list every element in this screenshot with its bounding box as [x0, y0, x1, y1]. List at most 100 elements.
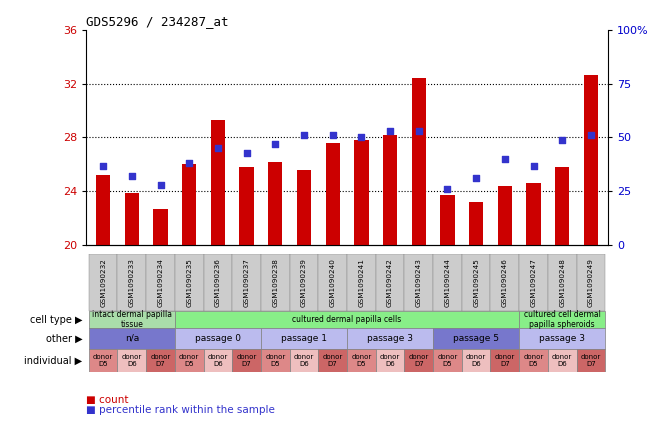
Bar [519, 349, 548, 372]
Bar [347, 349, 375, 372]
Text: GDS5296 / 234287_at: GDS5296 / 234287_at [86, 16, 229, 28]
Bar [146, 254, 175, 310]
Bar [319, 349, 347, 372]
Bar [462, 349, 490, 372]
Bar [325, 143, 340, 245]
Text: n/a: n/a [125, 334, 139, 343]
Bar [555, 167, 569, 245]
Text: passage 3: passage 3 [539, 334, 585, 343]
Point [299, 132, 309, 139]
Text: passage 1: passage 1 [281, 334, 327, 343]
Point [356, 134, 367, 141]
Text: donor
D6: donor D6 [294, 354, 314, 367]
Bar [297, 170, 311, 245]
Bar [175, 254, 204, 310]
Bar [96, 175, 110, 245]
Bar [576, 254, 605, 310]
Bar [498, 186, 512, 245]
Point [528, 162, 539, 169]
Bar [89, 328, 175, 349]
Text: donor
D5: donor D5 [179, 354, 200, 367]
Bar [576, 349, 605, 372]
Bar [290, 349, 319, 372]
Bar [204, 349, 232, 372]
Text: GSM1090242: GSM1090242 [387, 258, 393, 307]
Bar [146, 349, 175, 372]
Text: donor
D7: donor D7 [581, 354, 601, 367]
Bar [412, 78, 426, 245]
Bar [433, 254, 462, 310]
Text: donor
D5: donor D5 [265, 354, 286, 367]
Bar [526, 183, 541, 245]
Bar [261, 349, 290, 372]
Point [471, 175, 481, 182]
Text: donor
D5: donor D5 [438, 354, 457, 367]
Bar [440, 195, 455, 245]
Text: GSM1090243: GSM1090243 [416, 258, 422, 307]
Bar [175, 349, 204, 372]
Bar [548, 349, 576, 372]
Point [500, 156, 510, 162]
Bar [319, 254, 347, 310]
Text: GSM1090238: GSM1090238 [272, 258, 278, 307]
Bar [490, 254, 519, 310]
Text: other ▶: other ▶ [46, 333, 83, 343]
Text: donor
D6: donor D6 [552, 354, 572, 367]
Text: donor
D6: donor D6 [380, 354, 400, 367]
Text: GSM1090248: GSM1090248 [559, 258, 565, 307]
Text: donor
D7: donor D7 [151, 354, 171, 367]
Bar [490, 349, 519, 372]
Text: cultured dermal papilla cells: cultured dermal papilla cells [292, 315, 402, 324]
Text: GSM1090240: GSM1090240 [330, 258, 336, 307]
Bar [548, 254, 576, 310]
Text: GSM1090249: GSM1090249 [588, 258, 594, 307]
Text: donor
D7: donor D7 [494, 354, 515, 367]
Bar [375, 349, 405, 372]
Bar [433, 349, 462, 372]
Text: GSM1090234: GSM1090234 [157, 258, 163, 307]
Point [241, 149, 252, 156]
Text: GSM1090246: GSM1090246 [502, 258, 508, 307]
Text: GSM1090237: GSM1090237 [244, 258, 250, 307]
Bar [584, 75, 598, 245]
Text: intact dermal papilla
tissue: intact dermal papilla tissue [92, 310, 172, 329]
Text: donor
D6: donor D6 [122, 354, 142, 367]
Point [213, 145, 223, 152]
Bar [405, 349, 433, 372]
Text: donor
D7: donor D7 [323, 354, 343, 367]
Bar [469, 202, 483, 245]
Text: GSM1090245: GSM1090245 [473, 258, 479, 307]
Text: cell type ▶: cell type ▶ [30, 315, 83, 324]
Bar [118, 254, 146, 310]
Text: GSM1090235: GSM1090235 [186, 258, 192, 307]
Bar [261, 328, 347, 349]
Point [98, 162, 108, 169]
Point [586, 132, 596, 139]
Bar [89, 349, 118, 372]
Text: GSM1090233: GSM1090233 [129, 258, 135, 307]
Bar [211, 120, 225, 245]
Point [442, 186, 453, 192]
Bar [383, 135, 397, 245]
Bar [175, 328, 261, 349]
Bar [405, 254, 433, 310]
Text: individual ▶: individual ▶ [24, 355, 83, 365]
Point [126, 173, 137, 180]
Bar [153, 209, 168, 245]
Bar [519, 328, 605, 349]
Bar [375, 254, 405, 310]
Text: donor
D5: donor D5 [351, 354, 371, 367]
Text: donor
D7: donor D7 [408, 354, 429, 367]
Point [414, 128, 424, 135]
Point [327, 132, 338, 139]
Bar [89, 310, 175, 328]
Point [184, 160, 194, 167]
Point [270, 140, 280, 147]
Bar [354, 140, 369, 245]
Text: passage 5: passage 5 [453, 334, 499, 343]
Text: ■ percentile rank within the sample: ■ percentile rank within the sample [86, 405, 275, 415]
Text: cultured cell dermal
papilla spheroids: cultured cell dermal papilla spheroids [524, 310, 601, 329]
Bar [519, 310, 605, 328]
Text: GSM1090239: GSM1090239 [301, 258, 307, 307]
Bar [347, 328, 433, 349]
